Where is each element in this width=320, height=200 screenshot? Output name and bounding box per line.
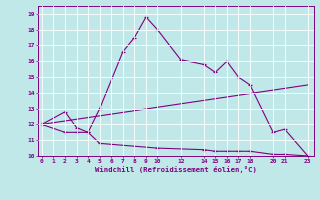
X-axis label: Windchill (Refroidissement éolien,°C): Windchill (Refroidissement éolien,°C) bbox=[95, 166, 257, 173]
